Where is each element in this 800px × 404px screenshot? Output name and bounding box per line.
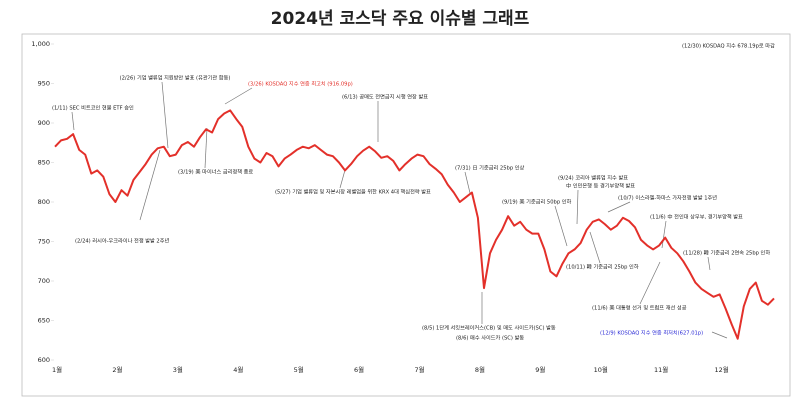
annotation: (8/6) 매수 사이드카 (SC) 발동 (456, 334, 524, 342)
annotation: (3/26) KOSDAQ 지수 연중 최고치 (916.09p) (248, 80, 353, 88)
arrow (707, 256, 711, 271)
arrow (607, 201, 631, 213)
x-tick-label: 1월 (52, 365, 62, 374)
y-tick-label: 950 (38, 80, 50, 88)
annotation: (2/26) 기업 밸류업 지원방안 발표 (유관기관 합동) (120, 74, 231, 82)
chart-title: 2024년 코스닥 주요 이슈별 그래프 (271, 9, 530, 29)
arrow (554, 205, 568, 247)
x-tick-label: 2월 (112, 365, 122, 374)
annotation: (1/11) SEC 비트코인 현물 ETF 승인 (52, 104, 134, 112)
x-tick-label: 5월 (294, 365, 304, 374)
y-tick-label: 750 (38, 238, 50, 246)
annotation: (12/30) KOSDAQ 지수 678.19p로 마감 (682, 42, 775, 50)
arrow (224, 87, 253, 105)
annotation: (6/13) 공매도 전면금지 시행 연장 발표 (342, 93, 428, 101)
x-tick-label: 12월 (714, 365, 728, 374)
annotation: (12/9) KOSDAQ 지수 연중 최저치(627.01p) (600, 329, 703, 337)
annotation: (9/19) 美 기준금리 50bp 인하 (502, 198, 572, 206)
plot-frame (21, 33, 791, 397)
annotation: 中 인민은행 등 경기부양책 발표 (566, 182, 635, 190)
arrow (71, 111, 75, 131)
y-tick-label: 650 (38, 317, 50, 325)
y-tick-label: 600 (38, 356, 50, 364)
x-tick-label: 9월 (535, 365, 545, 374)
annotation: (11/6) 中 전인대 상무부, 경기부양책 발표 (650, 213, 743, 221)
x-tick-label: 7월 (414, 365, 424, 374)
x-tick-label: 4월 (233, 365, 243, 374)
y-tick-label: 1,000 (31, 40, 50, 48)
arrow (339, 169, 346, 189)
arrows (71, 81, 728, 339)
annotation: (7/31) 日 기준금리 25bp 인상 (455, 164, 525, 172)
y-tick-label: 850 (38, 159, 50, 167)
annotation: (8/5) 1단계 서킷브레이커스(CB) 및 매도 사이드카(SC) 발동 (422, 324, 556, 332)
arrow (576, 189, 579, 225)
annotation: (9/24) 코리아 밸류업 지수 발표 (558, 174, 628, 182)
arrow (464, 171, 471, 194)
kosdaq-line (54, 109, 775, 340)
annotation: (11/6) 美 대통령 선거 및 트럼프 재선 성공 (592, 304, 687, 312)
arrow (589, 231, 601, 264)
arrow (661, 220, 667, 249)
annotation: (5/27) 기업 밸류업 및 자본시장 레벨업을 위한 KRX 4대 핵심전략… (275, 188, 431, 196)
arrow (161, 81, 169, 149)
x-tick-label: 11월 (654, 365, 668, 374)
x-tick-label: 3월 (173, 365, 183, 374)
annotation: (11/28) 韓 기준금리 2연속 25bp 인하 (683, 249, 770, 257)
x-tick-label: 10월 (594, 365, 608, 374)
x-tick-label: 6월 (354, 365, 364, 374)
y-tick-label: 700 (38, 277, 50, 285)
y-tick-label: 900 (38, 119, 50, 127)
annotation: (2/24) 러시아-우크라이나 전쟁 발발 2주년 (75, 237, 170, 245)
x-tick-label: 8월 (475, 365, 485, 374)
y-tick-label: 800 (38, 198, 50, 206)
arrow (204, 127, 208, 169)
arrow (639, 261, 661, 305)
arrow (139, 149, 161, 221)
annotation: (10/7) 이스라엘-하마스 가자전쟁 발발 1주년 (618, 194, 717, 202)
arrow (711, 331, 728, 339)
annotation: (10/11) 韓 기준금리 25bp 인하 (566, 263, 639, 271)
annotation: (3/19) 美 마이너스 금리정책 종료 (178, 168, 253, 176)
